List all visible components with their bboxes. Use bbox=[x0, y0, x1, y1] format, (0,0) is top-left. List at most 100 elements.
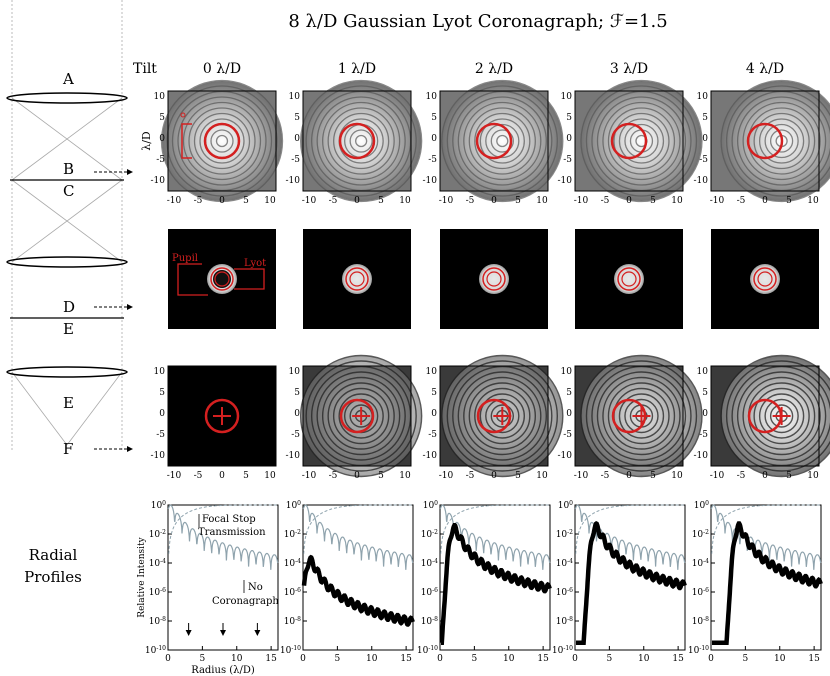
column-header-4: 4 λ/D bbox=[746, 61, 784, 77]
lens-d bbox=[6, 256, 128, 268]
y-tick: -5 bbox=[563, 155, 572, 165]
optics-label-b: B bbox=[63, 160, 74, 178]
x-tick: 5 bbox=[650, 471, 656, 481]
lyot-stop-circle bbox=[753, 267, 777, 291]
pupil-label: Pupil bbox=[172, 253, 198, 264]
y-tick-label: 10-8 bbox=[284, 616, 301, 627]
residual-ring bbox=[327, 382, 395, 450]
airy-ring bbox=[446, 85, 558, 197]
x-tick: -10 bbox=[710, 196, 725, 206]
x-tick: 0 bbox=[354, 196, 360, 206]
transmission-line bbox=[575, 504, 685, 554]
y-tick: -10 bbox=[694, 176, 709, 186]
airy-ring bbox=[166, 85, 278, 197]
residual-ring bbox=[769, 404, 794, 428]
airy-ring bbox=[305, 85, 417, 197]
y-tick: -10 bbox=[151, 451, 166, 461]
residual-ring bbox=[299, 354, 423, 478]
x-tick: 10 bbox=[264, 471, 276, 481]
y-tick-label: 10-2 bbox=[421, 529, 438, 540]
y-tick-label: 10-4 bbox=[556, 558, 573, 569]
y-tick: -5 bbox=[563, 430, 572, 440]
lyot-label: Lyot bbox=[244, 258, 266, 269]
residual-ring bbox=[441, 354, 564, 478]
x-tick: 10 bbox=[807, 471, 819, 481]
y-tick-label: 10-4 bbox=[692, 558, 709, 569]
x-tick: 0 bbox=[762, 196, 768, 206]
optics-label-f: F bbox=[63, 440, 73, 458]
y-tick: -5 bbox=[156, 155, 165, 165]
figure-title: 8 λ/D Gaussian Lyot Coronagraph; ℱ=1.5 bbox=[288, 11, 667, 32]
x-tick: -5 bbox=[466, 471, 475, 481]
panel-frame bbox=[439, 365, 549, 467]
y-tick-label: 10-2 bbox=[692, 529, 709, 540]
residual-ring bbox=[742, 376, 821, 456]
radial-label-2: Profiles bbox=[24, 568, 82, 586]
y-tick-label: 10-8 bbox=[421, 616, 438, 627]
y-tick: 5 bbox=[702, 388, 708, 398]
x-tick-label: 10 bbox=[774, 654, 786, 664]
residual-ring bbox=[764, 398, 799, 434]
x-tick-label: 5 bbox=[607, 654, 613, 664]
residual-ring bbox=[457, 371, 548, 461]
x-tick: -10 bbox=[439, 196, 454, 206]
panel-r2-c3 bbox=[440, 229, 548, 329]
y-tick-label: 10-6 bbox=[421, 587, 438, 598]
y-tick: -10 bbox=[423, 176, 438, 186]
airy-ring bbox=[764, 123, 799, 159]
panel-r1-c4: -10 -5 0 5 10 10 5 0 -5 -10 bbox=[558, 79, 703, 206]
ray-2 bbox=[11, 97, 123, 181]
no-coronagraph-line bbox=[167, 504, 279, 570]
optics-label-c: C bbox=[63, 182, 74, 200]
y-tick: 10 bbox=[697, 367, 709, 377]
airy-ring bbox=[177, 96, 267, 186]
x-tick: 10 bbox=[671, 471, 683, 481]
y-tick-label: 10-2 bbox=[284, 529, 301, 540]
transmission-line bbox=[303, 504, 413, 554]
y-axis-label: λ/D bbox=[140, 131, 153, 151]
residual-ring bbox=[602, 376, 681, 456]
focal-stop-circle bbox=[203, 122, 241, 160]
airy-ring bbox=[182, 101, 262, 181]
ray-5 bbox=[11, 371, 68, 446]
residual-ring bbox=[479, 393, 526, 439]
panel-frame bbox=[167, 90, 277, 192]
y-tick-label: 10-8 bbox=[692, 616, 709, 627]
y-tick: -5 bbox=[291, 155, 300, 165]
airy-ring bbox=[624, 123, 659, 159]
x-tick: 10 bbox=[536, 196, 548, 206]
psf-glow bbox=[442, 81, 563, 201]
stop-outline bbox=[204, 398, 240, 434]
x-tick: 5 bbox=[515, 196, 521, 206]
panel-r3-c5: -10 -5 0 5 10 10 5 0 -5 -10 bbox=[694, 354, 830, 481]
lyot-inner-circle bbox=[486, 271, 502, 287]
coronagraph-line bbox=[301, 554, 415, 627]
x-tick-label: 0 bbox=[300, 654, 306, 664]
x-tick: 5 bbox=[515, 471, 521, 481]
x-tick-label: 5 bbox=[200, 654, 206, 664]
airy-ring bbox=[333, 112, 390, 170]
x-tick: -5 bbox=[737, 196, 746, 206]
lyot-stop-circle bbox=[210, 267, 234, 291]
airy-ring bbox=[463, 101, 542, 181]
airy-ring bbox=[596, 96, 687, 186]
y-tick: 0 bbox=[702, 134, 708, 144]
x-tick: 0 bbox=[491, 471, 497, 481]
pupil-bracket bbox=[177, 263, 208, 296]
x-tick: 10 bbox=[399, 196, 411, 206]
x-tick: 0 bbox=[219, 196, 225, 206]
x-tick-label: 10 bbox=[503, 654, 515, 664]
lyot-inner-circle bbox=[757, 271, 773, 287]
no-coronagraph-line bbox=[710, 504, 822, 570]
residual-ring bbox=[736, 371, 827, 461]
profile-plot-3: 100 10-2 10-4 10-6 10-8 10-100 5 10 15 bbox=[417, 500, 552, 664]
focal-stop-circle bbox=[475, 122, 513, 160]
y-tick: 5 bbox=[294, 113, 300, 123]
profile-plot-4: 100 10-2 10-4 10-6 10-8 10-100 5 10 15 bbox=[552, 500, 687, 664]
profile-plot-2: 100 10-2 10-4 10-6 10-8 10-100 5 10 15 bbox=[280, 500, 415, 664]
y-tick: 5 bbox=[159, 113, 165, 123]
y-tick: 0 bbox=[159, 134, 165, 144]
y-tick: 10 bbox=[426, 92, 438, 102]
coronagraph-line bbox=[576, 520, 687, 646]
y-tick: 10 bbox=[561, 92, 573, 102]
